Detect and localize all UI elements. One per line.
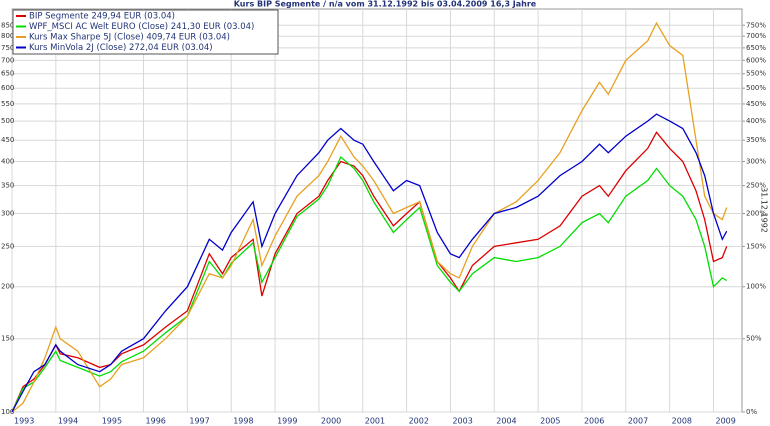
x-tick-label: 1998 — [233, 417, 253, 426]
y-tick-label: 550 — [1, 100, 14, 108]
x-tick-label: 2000 — [321, 417, 341, 426]
y2-tick-label: 450% — [746, 100, 766, 108]
series-line — [11, 113, 728, 413]
y2-axis-label: 31.12.1992 — [760, 187, 769, 233]
x-tick-label: 1994 — [58, 417, 78, 426]
x-tick-label: 2005 — [540, 417, 560, 426]
y2-tick-label: 300% — [746, 157, 766, 165]
legend: BIP Segmente 249,94 EUR (03.04)WPF_MSCI … — [12, 9, 279, 55]
legend-box — [12, 9, 279, 55]
y-tick-label: 400 — [1, 157, 14, 165]
y-tick-label: 750 — [1, 44, 14, 52]
y-tick-label: 250 — [1, 242, 14, 250]
legend-label: BIP Segmente 249,94 EUR (03.04) — [29, 12, 175, 22]
y2-tick-label: 0% — [746, 408, 757, 416]
y2-tick-label: 750% — [746, 21, 766, 29]
y2-tick-label: 350% — [746, 136, 766, 144]
y-tick-label: 200 — [1, 283, 14, 291]
y-tick-label: 650 — [1, 70, 14, 78]
y2-tick-label: 650% — [746, 44, 766, 52]
x-tick-label: 1993 — [14, 417, 34, 426]
y-tick-label: 850 — [1, 21, 14, 29]
y2-tick-label: 100% — [746, 283, 766, 291]
x-tick-label: 2008 — [672, 417, 692, 426]
series-line — [11, 155, 728, 413]
legend-label: WPF_MSCI AC Welt EURO (Close) 241,30 EUR… — [29, 22, 254, 32]
x-tick-label: 2007 — [628, 417, 648, 426]
chart-title: Kurs BIP Segmente / n/a vom 31.12.1992 b… — [234, 0, 537, 9]
x-tick-label: 1997 — [189, 417, 209, 426]
x-tick-label: 2006 — [584, 417, 604, 426]
x-tick-label: 1999 — [277, 417, 297, 426]
y2-tick-label: 500% — [746, 84, 766, 92]
x-tick-label: 1996 — [146, 417, 166, 426]
x-tick-label: 2009 — [716, 417, 736, 426]
y-tick-label: 350 — [1, 182, 14, 190]
x-tick-label: 2004 — [496, 417, 516, 426]
y2-tick-label: 400% — [746, 117, 766, 125]
y-tick-label: 500 — [1, 117, 14, 125]
y-tick-label: 100 — [1, 408, 14, 416]
x-tick-label: 2001 — [365, 417, 385, 426]
y2-tick-label: 250% — [746, 182, 766, 190]
y2-tick-label: 150% — [746, 242, 766, 250]
y2-tick-label: 550% — [746, 70, 766, 78]
y-tick-label: 450 — [1, 136, 14, 144]
y2-tick-label: 200% — [746, 209, 766, 217]
y2-tick-label: 50% — [746, 335, 762, 343]
series-line — [11, 21, 728, 413]
x-tick-label: 1995 — [102, 417, 122, 426]
y-tick-label: 300 — [1, 209, 14, 217]
y2-tick-label: 600% — [746, 56, 766, 64]
y-tick-label: 150 — [1, 335, 14, 343]
y2-tick-label: 700% — [746, 32, 766, 40]
y-tick-label: 600 — [1, 84, 14, 92]
x-tick-label: 2002 — [409, 417, 429, 426]
legend-label: Kurs Max Sharpe 5J (Close) 409,74 EUR (0… — [29, 33, 230, 43]
x-tick-label: 2003 — [452, 417, 472, 426]
legend-label: Kurs MinVola 2J (Close) 272,04 EUR (03.0… — [29, 43, 213, 53]
y-tick-label: 700 — [1, 56, 14, 64]
y-tick-label: 800 — [1, 32, 14, 40]
